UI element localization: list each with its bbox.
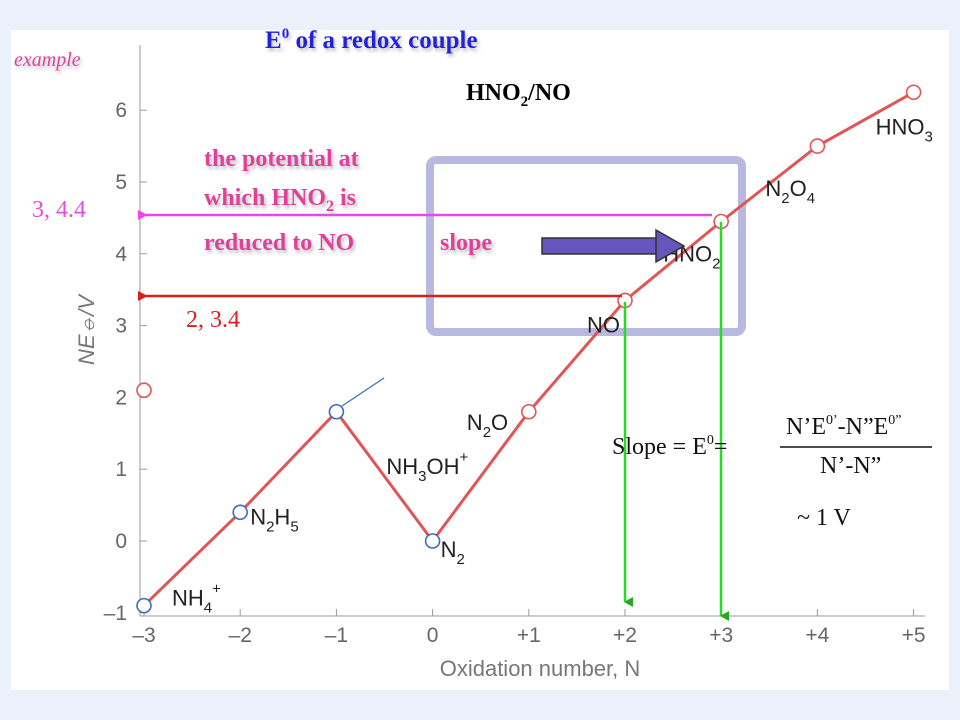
couple-label: HNO2/NO (466, 80, 571, 110)
species-label: N2O (467, 410, 508, 441)
y-tick-label: 6 (115, 99, 127, 122)
x-tick-label: +1 (517, 624, 541, 647)
data-point (328, 403, 345, 420)
data-point (424, 533, 441, 549)
hno2-readout: 3, 4.4 (32, 197, 86, 223)
species-label: NH4+ (172, 581, 221, 617)
y-tick-label: 0 (115, 530, 127, 553)
no-readout: 2, 3.4 (186, 307, 240, 333)
svg-text:reduced to NO: reduced to NO (204, 230, 354, 256)
y-tick-label: 5 (115, 171, 127, 194)
x-tick-label: –1 (325, 624, 348, 647)
slope-word: slope (440, 230, 492, 256)
x-tick-label: 0 (427, 624, 439, 647)
data-point (136, 597, 152, 614)
data-point (136, 382, 152, 399)
y-tick-label: 4 (115, 243, 127, 266)
example-tag: example (14, 49, 81, 71)
species-label: NH3OH+ (386, 449, 468, 485)
x-tick-group: –3 –2 –1 0 +1 +2 +3 +4 +5 (132, 609, 926, 647)
y-tick-label: –1 (104, 602, 127, 625)
species-label: N2H5 (250, 504, 298, 535)
data-point (905, 84, 922, 101)
x-tick-label: –2 (229, 624, 252, 647)
y-tick-label: 3 (115, 315, 127, 338)
slide-panel (11, 30, 949, 690)
x-tick-label: –3 (132, 624, 155, 647)
x-tick-label: +3 (709, 624, 733, 647)
y-axis-label: NE⦵/V (74, 293, 99, 365)
slope-formula: Slope = E0= N’E0’-N”E0” N’-N” ~ 1 V (612, 413, 932, 531)
svg-text:N’-N”: N’-N” (820, 453, 881, 479)
species-label: NO (587, 312, 620, 337)
x-axis-label: Oxidation number, N (440, 656, 641, 681)
y-tick-label: 2 (115, 386, 127, 409)
nh3oh-leader (341, 377, 385, 407)
data-point (520, 403, 537, 420)
slide-title: E0 of a redox couple (265, 26, 478, 54)
axes (139, 45, 925, 617)
svg-text:which HNO2 is: which HNO2 is (204, 185, 356, 215)
x-tick-label: +2 (613, 624, 637, 647)
svg-text:~ 1 V: ~ 1 V (797, 505, 852, 531)
data-point (809, 138, 826, 154)
highlight-box (426, 156, 746, 336)
slope-arrow (541, 228, 686, 264)
species-label: HNO3 (876, 114, 933, 145)
species-label: N2 (441, 537, 465, 568)
y-tick-group: –1 0 1 2 3 4 5 6 (104, 99, 147, 625)
x-tick-label: +5 (902, 624, 926, 647)
species-label: N2O4 (765, 176, 815, 207)
svg-text:N’E0’-N”E0”: N’E0’-N”E0” (786, 413, 902, 440)
x-tick-label: +4 (805, 624, 829, 647)
callout-text: the potential at which HNO2 is reduced t… (204, 146, 359, 256)
data-point (232, 504, 248, 521)
svg-text:Slope = E0=: Slope = E0= (612, 433, 727, 460)
y-tick-label: 1 (115, 458, 127, 481)
svg-text:the potential at: the potential at (204, 146, 359, 172)
